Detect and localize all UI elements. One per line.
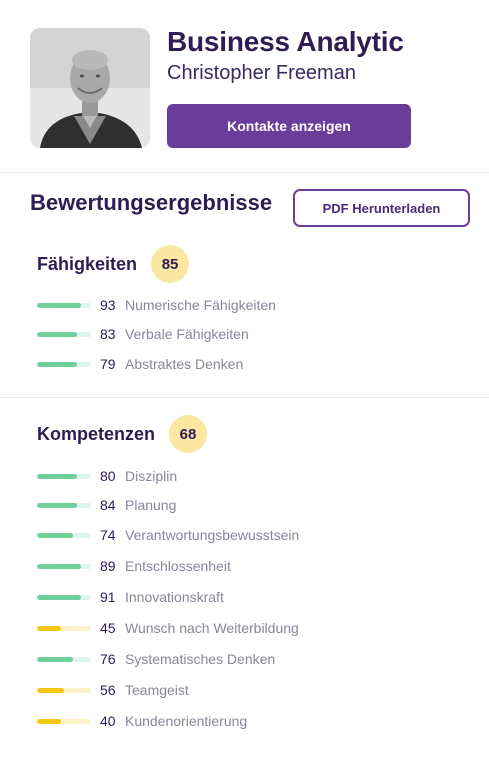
results-title: Bewertungsergebnisse <box>30 190 273 215</box>
score-bar <box>37 502 91 508</box>
score-value: 45 <box>100 620 116 636</box>
score-row: 80 Disziplin <box>37 466 177 486</box>
score-label: Kundenorientierung <box>125 713 248 729</box>
score-bar-fill <box>37 361 77 367</box>
score-bar <box>37 361 91 367</box>
score-label: Planung <box>125 497 177 513</box>
score-bar-fill <box>37 532 74 538</box>
score-label: Teamgeist <box>125 682 189 698</box>
score-row: 89 Entschlossenheit <box>37 556 231 576</box>
score-row: 83 Verbale Fähigkeiten <box>37 324 249 344</box>
profile-card: Business Analytic Christopher Freeman Ko… <box>0 0 489 172</box>
score-bar <box>37 687 91 693</box>
score-value: 83 <box>100 326 116 342</box>
score-value: 89 <box>100 558 116 574</box>
show-contacts-button[interactable]: Kontakte anzeigen <box>167 104 411 148</box>
score-bar <box>37 594 91 600</box>
score-bar-fill <box>37 473 77 479</box>
person-name: Christopher Freeman <box>167 62 356 84</box>
score-label: Abstraktes Denken <box>125 356 244 372</box>
score-row: 74 Verantwortungsbewusstsein <box>37 525 299 545</box>
score-bar-fill <box>37 718 62 724</box>
group-score-badge: 85 <box>151 245 190 283</box>
divider <box>0 397 489 398</box>
score-row: 84 Planung <box>37 495 176 515</box>
group-header: Kompetenzen 68 <box>37 415 208 453</box>
score-label: Verbale Fähigkeiten <box>125 326 249 342</box>
person-portrait-icon <box>30 28 150 148</box>
score-label: Entschlossenheit <box>125 558 231 574</box>
score-value: 93 <box>100 297 116 313</box>
score-value: 80 <box>100 468 116 484</box>
pdf-download-button[interactable]: PDF Herunterladen <box>293 189 470 227</box>
score-bar-fill <box>37 625 62 631</box>
company-title: Business Analytic <box>167 26 404 57</box>
score-label: Wunsch nach Weiterbildung <box>125 620 299 636</box>
score-row: 93 Numerische Fähigkeiten <box>37 295 276 315</box>
score-label: Innovationskraft <box>125 589 224 605</box>
score-bar-fill <box>37 656 74 662</box>
score-bar <box>37 331 91 337</box>
score-bar <box>37 532 91 538</box>
score-value: 79 <box>100 356 116 372</box>
score-label: Verantwortungsbewusstsein <box>125 527 300 543</box>
group-header: Fähigkeiten 85 <box>37 245 190 283</box>
divider <box>0 172 489 173</box>
score-bar-fill <box>37 563 82 569</box>
profile-photo <box>30 28 150 148</box>
score-label: Numerische Fähigkeiten <box>125 297 276 313</box>
score-label: Systematisches Denken <box>125 651 276 667</box>
score-value: 84 <box>100 497 116 513</box>
score-row: 76 Systematisches Denken <box>37 649 275 669</box>
score-bar-fill <box>37 331 77 337</box>
score-bar <box>37 302 91 308</box>
score-row: 56 Teamgeist <box>37 680 189 700</box>
score-bar <box>37 656 91 662</box>
group-title: Kompetenzen <box>37 423 156 444</box>
score-row: 40 Kundenorientierung <box>37 711 247 731</box>
group-title: Fähigkeiten <box>37 253 138 274</box>
group-score-badge: 68 <box>169 415 208 453</box>
score-value: 76 <box>100 651 116 667</box>
score-bar-fill <box>37 687 64 693</box>
score-row: 91 Innovationskraft <box>37 587 224 607</box>
score-bar <box>37 473 91 479</box>
score-value: 56 <box>100 682 116 698</box>
score-value: 40 <box>100 713 116 729</box>
score-row: 45 Wunsch nach Weiterbildung <box>37 618 299 638</box>
score-value: 74 <box>100 527 116 543</box>
score-bar-fill <box>37 302 82 308</box>
score-bar-fill <box>37 502 77 508</box>
score-row: 79 Abstraktes Denken <box>37 354 243 374</box>
score-bar-fill <box>37 594 82 600</box>
score-bar <box>37 625 91 631</box>
score-bar <box>37 563 91 569</box>
score-value: 91 <box>100 589 116 605</box>
score-label: Disziplin <box>125 468 178 484</box>
score-bar <box>37 718 91 724</box>
